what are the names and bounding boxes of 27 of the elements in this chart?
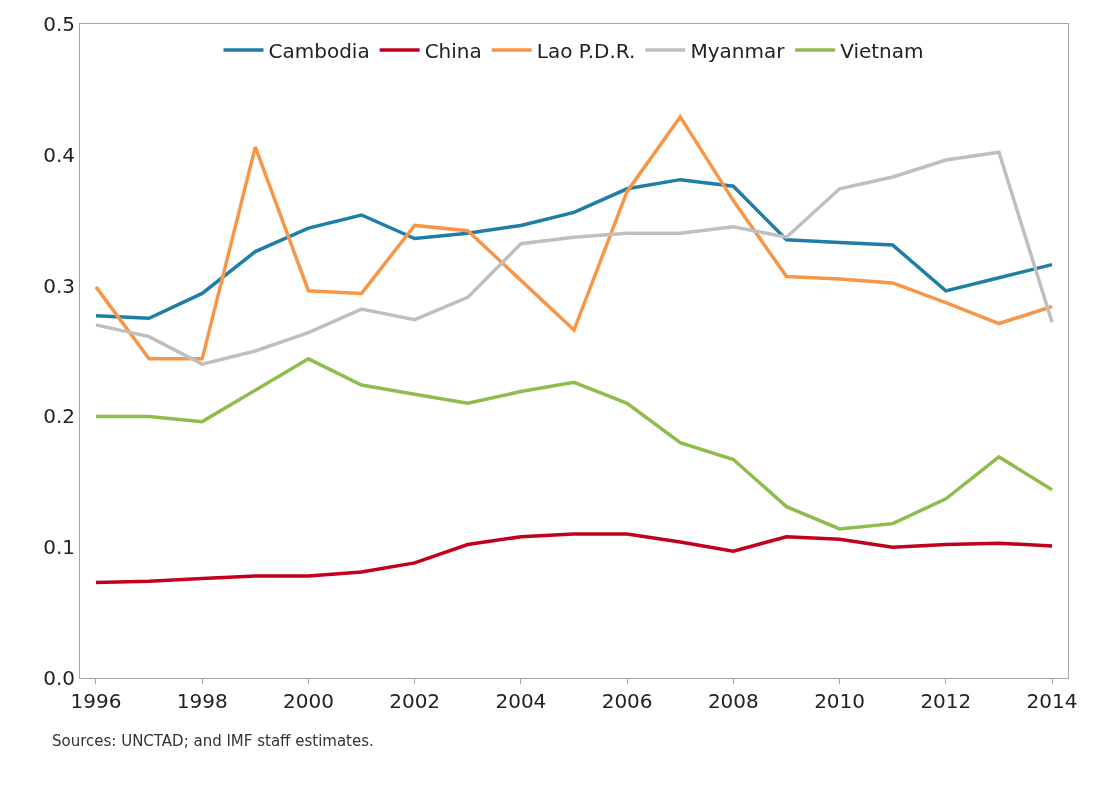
x-tick-label: 2004 — [495, 689, 547, 713]
y-tick-label: 0.0 — [43, 666, 75, 690]
line-series — [94, 115, 1054, 361]
source-note: Sources: UNCTAD; and IMF staff estimates. — [52, 732, 374, 750]
legend-label: Cambodia — [268, 38, 370, 63]
legend-label: Myanmar — [690, 38, 786, 63]
legend-label: China — [424, 38, 482, 63]
x-tick-label: 1998 — [176, 689, 228, 713]
legend-label: Lao P.D.R. — [536, 38, 636, 63]
y-tick-label: 0.1 — [43, 535, 75, 560]
x-tick-label: 2012 — [920, 689, 972, 713]
line-series — [94, 532, 1054, 585]
y-tick-label: 0.3 — [43, 273, 75, 298]
x-tick-label: 1996 — [70, 689, 122, 713]
legend-label: Vietnam — [840, 38, 924, 63]
x-tick-label: 2000 — [282, 689, 334, 713]
y-tick-label: 0.4 — [43, 142, 75, 167]
x-tick-label: 2006 — [601, 689, 653, 713]
line-series — [94, 357, 1054, 531]
x-tick-label: 2014 — [1026, 689, 1078, 713]
x-tick-label: 2002 — [389, 689, 441, 713]
x-tick-label: 2008 — [707, 689, 759, 713]
line-series — [94, 150, 1054, 366]
y-tick-label: 0.2 — [43, 404, 75, 429]
y-tick-label: 0.5 — [43, 12, 75, 36]
line-series — [94, 177, 1054, 321]
x-tick-label: 2010 — [814, 689, 866, 713]
